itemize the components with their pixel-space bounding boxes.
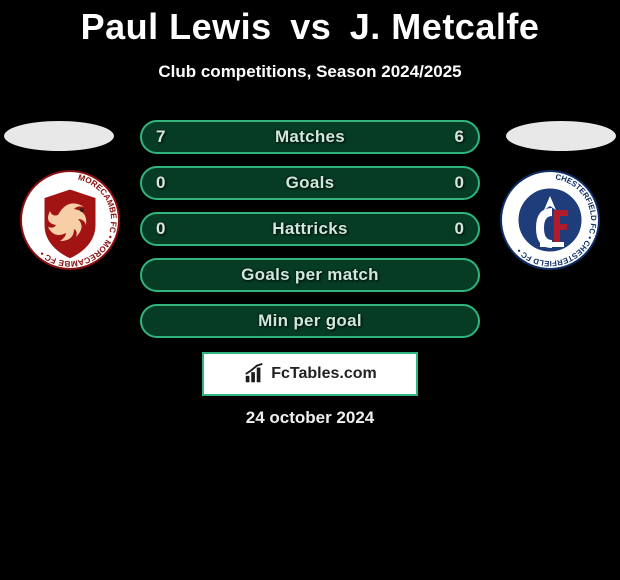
stat-left-value: 0 bbox=[156, 173, 165, 193]
player2-photo-shadow bbox=[506, 121, 616, 151]
stat-label: Matches bbox=[275, 127, 345, 147]
chesterfield-badge-icon: CHESTERFIELD FC • CHESTERFIELD FC • bbox=[500, 170, 600, 270]
morecambe-badge-icon: MORECAMBE FC • MORECAMBE FC • bbox=[20, 170, 120, 270]
stats-panel: 7 Matches 6 0 Goals 0 0 Hattricks 0 Goal… bbox=[140, 120, 480, 350]
player1-name: Paul Lewis bbox=[81, 6, 272, 47]
stat-row-goals: 0 Goals 0 bbox=[140, 166, 480, 200]
player1-photo-shadow bbox=[4, 121, 114, 151]
stat-row-hattricks: 0 Hattricks 0 bbox=[140, 212, 480, 246]
stat-right-value: 0 bbox=[455, 219, 464, 239]
page-title: Paul Lewis vs J. Metcalfe bbox=[0, 0, 620, 48]
subtitle: Club competitions, Season 2024/2025 bbox=[0, 62, 620, 82]
generated-date: 24 october 2024 bbox=[0, 408, 620, 428]
club-badge-left: MORECAMBE FC • MORECAMBE FC • bbox=[20, 170, 120, 270]
stat-label: Hattricks bbox=[272, 219, 347, 239]
stat-left-value: 0 bbox=[156, 219, 165, 239]
stat-right-value: 0 bbox=[455, 173, 464, 193]
stat-label: Min per goal bbox=[258, 311, 362, 331]
stat-right-value: 6 bbox=[455, 127, 464, 147]
watermark-text: FcTables.com bbox=[271, 365, 377, 383]
stat-row-goals-per-match: Goals per match bbox=[140, 258, 480, 292]
stat-left-value: 7 bbox=[156, 127, 165, 147]
watermark: FcTables.com bbox=[202, 352, 418, 396]
fctables-logo-icon bbox=[243, 363, 265, 385]
vs-separator: vs bbox=[290, 6, 331, 47]
player2-name: J. Metcalfe bbox=[350, 6, 540, 47]
stat-label: Goals bbox=[286, 173, 335, 193]
stat-row-matches: 7 Matches 6 bbox=[140, 120, 480, 154]
stat-row-min-per-goal: Min per goal bbox=[140, 304, 480, 338]
stat-label: Goals per match bbox=[241, 265, 379, 285]
club-badge-right: CHESTERFIELD FC • CHESTERFIELD FC • bbox=[500, 170, 600, 270]
